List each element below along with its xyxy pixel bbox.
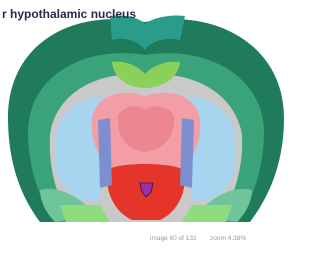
internal-capsule-right [180, 118, 194, 188]
page: r hypothalamic nucleus image 60 of 132 z… [0, 0, 291, 253]
image-counter: image 60 of 132 [150, 235, 197, 242]
atlas-view: r hypothalamic nucleus image 60 of 132 z… [0, 0, 291, 253]
structure-title: r hypothalamic nucleus [2, 7, 136, 21]
brain-section [8, 15, 284, 222]
zoom-level: zoom 4.38% [210, 235, 246, 242]
internal-capsule-left [98, 118, 112, 188]
